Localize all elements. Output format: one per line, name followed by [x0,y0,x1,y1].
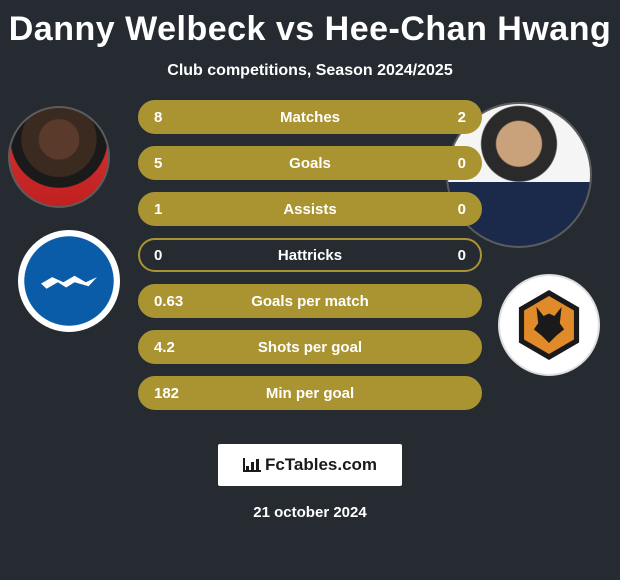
stat-row: 8 Matches 2 [138,100,482,134]
stat-right-value: 0 [458,247,466,264]
stat-left-value: 0.63 [154,293,183,310]
stat-left-value: 1 [154,201,162,218]
stat-label: Hattricks [278,247,342,264]
stat-left-value: 0 [154,247,162,264]
season-subtitle: Club competitions, Season 2024/2025 [0,62,620,80]
stat-right-value: 0 [458,201,466,218]
bar-chart-icon [243,458,261,472]
stat-label: Goals [289,155,331,172]
stat-row: 0 Hattricks 0 [138,238,482,272]
wolf-icon [531,307,567,343]
snapshot-date: 21 october 2024 [0,504,620,521]
stat-row: 4.2 Shots per goal [138,330,482,364]
stat-left-value: 5 [154,155,162,172]
stat-row: 0.63 Goals per match [138,284,482,318]
stat-right-value: 0 [458,155,466,172]
stat-label: Min per goal [266,385,354,402]
stat-left-value: 4.2 [154,339,175,356]
seagull-icon [41,268,97,294]
stat-left-value: 182 [154,385,179,402]
stat-left-value: 8 [154,109,162,126]
player-left-avatar [8,106,110,208]
logo-text: FcTables.com [265,455,377,475]
comparison-panel: 8 Matches 2 5 Goals 0 1 Assists 0 0 Hattricks 0 0.63… [0,106,620,436]
stat-right-value: 2 [458,109,466,126]
page-title: Danny Welbeck vs Hee-Chan Hwang [0,0,620,46]
stat-row: 1 Assists 0 [138,192,482,226]
club-left-badge-brighton [18,230,120,332]
stat-label: Shots per goal [258,339,362,356]
fctables-logo: FcTables.com [218,444,402,486]
stat-label: Goals per match [251,293,369,310]
stat-label: Matches [280,109,340,126]
club-right-badge-wolves [498,274,600,376]
stat-label: Assists [283,201,336,218]
stat-list: 8 Matches 2 5 Goals 0 1 Assists 0 0 Hattricks 0 0.63… [138,100,482,422]
stat-row: 5 Goals 0 [138,146,482,180]
stat-row: 182 Min per goal [138,376,482,410]
